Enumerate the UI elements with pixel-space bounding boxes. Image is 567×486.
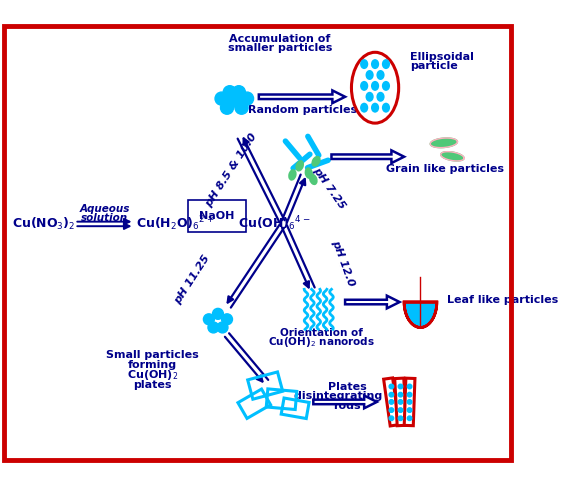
Circle shape [389, 384, 393, 389]
Ellipse shape [295, 160, 304, 172]
Ellipse shape [309, 174, 318, 185]
Circle shape [389, 416, 393, 420]
Circle shape [240, 92, 253, 105]
Circle shape [398, 408, 403, 412]
Text: rods: rods [333, 400, 361, 411]
Ellipse shape [360, 81, 368, 91]
Text: Ellipsoidal: Ellipsoidal [411, 52, 475, 62]
Text: disintegrating to: disintegrating to [294, 392, 399, 401]
Text: NaOH: NaOH [200, 211, 235, 221]
Text: plates: plates [133, 380, 172, 390]
Circle shape [398, 392, 403, 397]
Circle shape [389, 408, 393, 412]
Circle shape [398, 399, 403, 404]
Ellipse shape [360, 59, 368, 69]
Text: Small particles: Small particles [106, 350, 199, 360]
Circle shape [407, 399, 412, 404]
Ellipse shape [288, 169, 297, 181]
Text: Plates: Plates [328, 382, 366, 392]
Polygon shape [395, 378, 407, 426]
Ellipse shape [371, 81, 379, 91]
Circle shape [398, 416, 403, 420]
Text: Cu(H$_2$O)$_6$$^{2+}$: Cu(H$_2$O)$_6$$^{2+}$ [136, 215, 215, 233]
Ellipse shape [382, 59, 390, 69]
Text: solution: solution [81, 212, 128, 223]
Polygon shape [259, 90, 345, 103]
Polygon shape [430, 138, 458, 148]
Text: forming: forming [128, 360, 177, 370]
Polygon shape [404, 378, 415, 426]
Text: pH 12.0: pH 12.0 [330, 239, 356, 288]
Ellipse shape [371, 103, 379, 113]
Ellipse shape [376, 70, 384, 80]
Circle shape [407, 392, 412, 397]
Ellipse shape [376, 92, 384, 102]
Text: Aqueous: Aqueous [79, 205, 130, 214]
Circle shape [398, 384, 403, 389]
Text: Grain like particles: Grain like particles [386, 164, 504, 174]
Text: Cu(OH)$_6$$^{4-}$: Cu(OH)$_6$$^{4-}$ [238, 215, 310, 233]
Ellipse shape [371, 59, 379, 69]
Ellipse shape [382, 103, 390, 113]
Polygon shape [441, 152, 464, 161]
Ellipse shape [366, 92, 374, 102]
Text: particle: particle [411, 61, 458, 71]
Circle shape [407, 384, 412, 389]
Polygon shape [314, 396, 377, 408]
Circle shape [407, 408, 412, 412]
Text: Orientation of: Orientation of [280, 328, 363, 338]
Circle shape [223, 86, 236, 99]
Ellipse shape [360, 103, 368, 113]
Text: pH 7.25: pH 7.25 [311, 166, 347, 211]
Circle shape [217, 322, 228, 333]
Polygon shape [332, 150, 404, 163]
Circle shape [221, 101, 234, 114]
Ellipse shape [304, 167, 313, 179]
Ellipse shape [311, 156, 321, 167]
Text: Leaf like particles: Leaf like particles [447, 295, 558, 305]
Polygon shape [384, 378, 399, 426]
Circle shape [228, 94, 241, 107]
Ellipse shape [382, 81, 390, 91]
Text: Random particles: Random particles [248, 104, 357, 115]
Circle shape [389, 399, 393, 404]
Text: smaller particles: smaller particles [227, 43, 332, 53]
Text: pH 11.25: pH 11.25 [173, 253, 212, 306]
Circle shape [215, 92, 228, 105]
Circle shape [208, 322, 219, 333]
Polygon shape [345, 295, 400, 309]
Text: Cu(OH)$_2$: Cu(OH)$_2$ [127, 368, 178, 382]
Circle shape [204, 314, 214, 325]
Circle shape [213, 309, 223, 319]
Ellipse shape [352, 52, 399, 123]
Circle shape [222, 314, 232, 325]
Ellipse shape [366, 70, 374, 80]
Circle shape [407, 416, 412, 420]
Text: pH 8.5 & 10.0: pH 8.5 & 10.0 [204, 132, 259, 209]
Text: Cu(OH)$_2$ nanorods: Cu(OH)$_2$ nanorods [268, 335, 375, 349]
Text: Cu(NO$_3$)$_2$: Cu(NO$_3$)$_2$ [12, 216, 75, 232]
Circle shape [235, 101, 248, 114]
Polygon shape [404, 302, 437, 328]
Text: Accumulation of: Accumulation of [229, 34, 331, 44]
Circle shape [232, 86, 246, 99]
Circle shape [389, 392, 393, 397]
